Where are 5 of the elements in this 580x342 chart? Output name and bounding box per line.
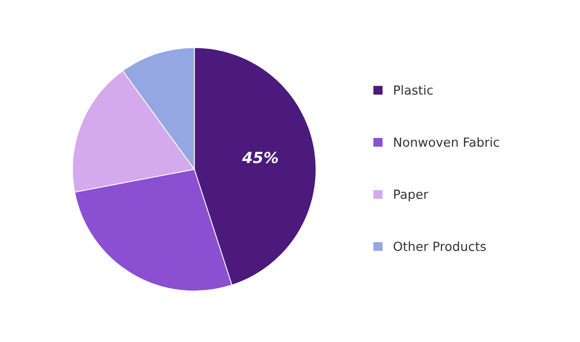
legend-label: Paper (394, 190, 428, 202)
data-label: 45% (242, 152, 278, 164)
legend-label: Nonwoven Fabric (394, 137, 500, 147)
legend-label: Plastic (394, 85, 433, 95)
legend-label: Other Products (394, 241, 486, 252)
